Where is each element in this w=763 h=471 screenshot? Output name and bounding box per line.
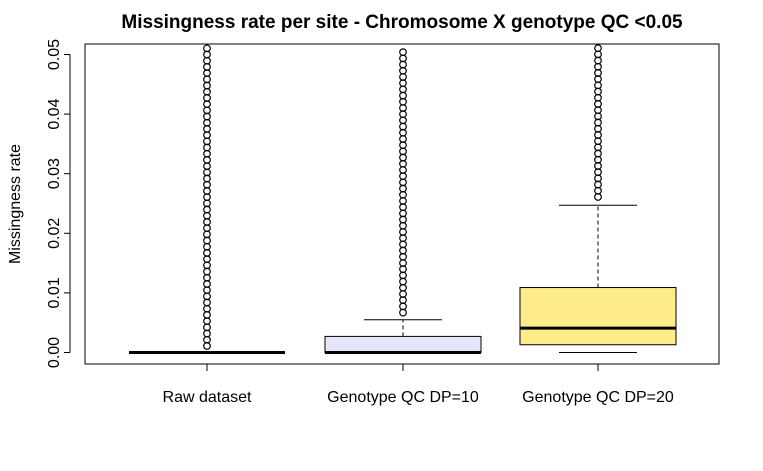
y-tick-label: 0.02 [46,218,63,249]
x-tick-label: Genotype QC DP=10 [327,389,479,406]
y-tick-label: 0.00 [46,337,63,368]
x-tick-label: Genotype QC DP=20 [522,389,674,406]
box-rect [324,335,482,353]
box-group [129,44,677,354]
outlier-point [594,44,602,53]
y-axis-label: Missingness rate [7,144,24,264]
x-axis: Raw dataset Genotype QC DP=10 Genotype QC … [163,363,674,406]
y-tick-label: 0.03 [46,158,63,189]
outlier-point [399,48,407,57]
box-2 [324,48,482,354]
outlier-point [203,44,211,53]
y-tick-label: 0.04 [46,98,63,129]
y-tick-label: 0.01 [46,277,63,308]
box-1 [129,44,285,354]
x-tick-label: Raw dataset [163,389,252,406]
box-rect [519,287,677,346]
box-3 [519,44,677,353]
y-axis: 0.00 0.01 0.02 0.03 0.04 0.05 [46,39,71,368]
y-tick-label: 0.05 [46,39,63,70]
chart-title: Missingness rate per site - Chromosome X… [121,12,683,33]
